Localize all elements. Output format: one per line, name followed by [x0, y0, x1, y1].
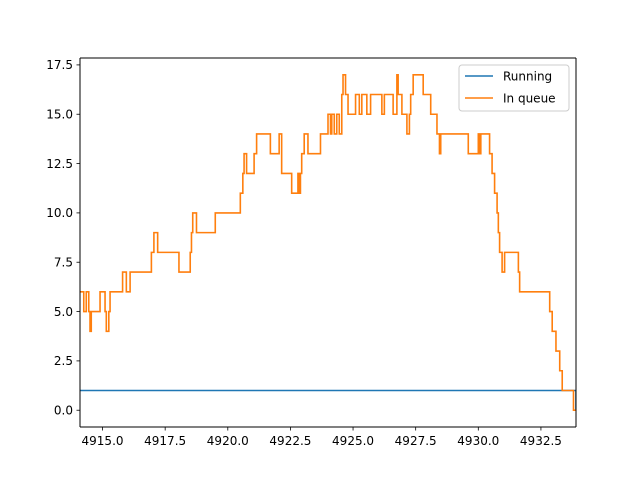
legend-label-running: Running: [503, 70, 552, 84]
y-tick-label: 2.5: [54, 354, 73, 368]
x-tick-label: 4930.0: [457, 434, 499, 448]
x-tick-label: 4932.5: [520, 434, 562, 448]
x-tick-label: 4927.5: [395, 434, 437, 448]
y-tick-label: 12.5: [46, 157, 73, 171]
x-tick-label: 4920.0: [207, 434, 249, 448]
x-axis: 4915.0 4917.5 4920.0 4922.5 4925.0 4927.5 4930…: [82, 427, 562, 448]
x-tick-label: 4925.0: [332, 434, 374, 448]
x-tick-label: 4917.5: [144, 434, 186, 448]
plot-area: 4915.0 4917.5 4920.0 4922.5 4925.0 4927.5 4930…: [46, 57, 577, 448]
y-tick-label: 15.0: [46, 108, 73, 122]
x-tick-label: 4915.0: [82, 434, 124, 448]
series-layer: [80, 73, 576, 412]
legend: Running In queue: [458, 64, 570, 112]
x-tick-label: 4922.5: [269, 434, 311, 448]
axes-frame: [79, 57, 577, 428]
y-tick-label: 5.0: [54, 305, 73, 319]
y-axis: 0.0 2.5 5.0 7.5 10.0 12.5 15.0 17.5: [46, 58, 80, 418]
series-line-in-queue: [80, 73, 576, 412]
y-tick-label: 0.0: [54, 404, 73, 418]
legend-label-in-queue: In queue: [503, 92, 556, 106]
y-tick-label: 17.5: [46, 58, 73, 72]
series-line-running: [80, 389, 576, 411]
y-tick-label: 7.5: [54, 256, 73, 270]
y-tick-label: 10.0: [46, 206, 73, 220]
